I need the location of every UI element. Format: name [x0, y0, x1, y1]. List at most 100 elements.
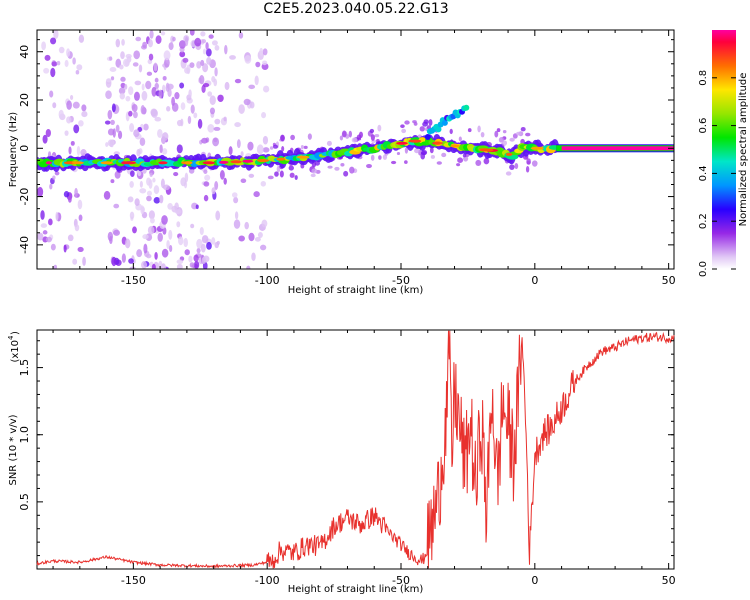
noise-speckle	[238, 32, 244, 39]
noise-speckle	[246, 265, 251, 269]
noise-speckle	[121, 38, 125, 46]
noise-speckle	[78, 34, 85, 43]
noise-speckle	[203, 194, 209, 202]
noise-speckle	[141, 83, 145, 91]
colorbar-label: Normalized spectral amplitude	[738, 73, 749, 227]
noise-speckle	[168, 229, 173, 240]
noise-speckle	[76, 145, 81, 156]
noise-speckle	[141, 261, 148, 269]
noise-speckle	[129, 266, 136, 269]
noise-speckle	[174, 209, 182, 215]
noise-speckle	[370, 134, 375, 141]
noise-speckle	[157, 232, 163, 242]
noise-speckle	[115, 38, 121, 48]
y-tick-label: -20	[18, 188, 31, 206]
colorbar	[712, 30, 736, 270]
y-tick-label: 0	[18, 145, 31, 152]
noise-speckle	[233, 196, 239, 204]
noise-speckle	[135, 36, 142, 42]
noise-speckle	[146, 195, 152, 202]
x-tick-label: -150	[121, 574, 146, 587]
ridge-peak	[71, 161, 84, 165]
noise-speckle	[160, 31, 166, 36]
noise-speckle	[128, 110, 133, 117]
noise-speckle	[396, 151, 401, 156]
noise-speckle	[288, 165, 294, 171]
noise-speckle	[234, 211, 239, 220]
noise-speckle	[147, 225, 155, 235]
noise-speckle	[401, 128, 407, 134]
spectrogram-panel	[36, 29, 675, 270]
noise-speckle	[180, 118, 184, 127]
noise-speckle	[143, 123, 149, 131]
noise-speckle	[50, 243, 56, 251]
noise-speckle	[55, 211, 59, 221]
ridge-peak	[413, 139, 420, 143]
noise-speckle	[150, 109, 158, 118]
noise-speckle	[171, 96, 175, 106]
branch-blob	[463, 104, 470, 111]
noise-speckle	[236, 139, 241, 149]
noise-speckle	[78, 120, 84, 127]
noise-speckle	[52, 175, 56, 180]
noise-speckle	[124, 83, 128, 90]
noise-speckle	[260, 244, 267, 251]
noise-speckle	[133, 129, 140, 138]
noise-speckle	[109, 56, 113, 61]
noise-speckle	[120, 51, 125, 60]
noise-speckle	[307, 133, 312, 140]
noise-speckle	[69, 95, 74, 100]
noise-speckle	[374, 133, 380, 138]
noise-speckle	[209, 107, 216, 115]
noise-speckle	[129, 180, 134, 188]
noise-speckle	[68, 146, 72, 155]
noise-speckle	[339, 135, 344, 141]
noise-speckle	[52, 102, 57, 109]
noise-speckle	[176, 221, 181, 228]
noise-speckle	[369, 128, 375, 134]
x-tick-label: -100	[255, 574, 280, 587]
noise-speckle	[207, 123, 215, 133]
noise-speckle	[139, 137, 146, 146]
noise-speckle	[132, 226, 137, 234]
noise-speckle	[49, 183, 53, 190]
noise-speckle	[217, 94, 224, 102]
noise-speckle	[50, 37, 57, 45]
noise-speckle	[77, 199, 83, 210]
noise-speckle	[148, 179, 153, 189]
flat-band-core	[561, 146, 674, 151]
noise-speckle	[247, 141, 254, 151]
noise-speckle	[110, 76, 115, 81]
noise-speckle	[48, 218, 53, 226]
noise-speckle	[190, 104, 195, 114]
noise-speckle	[139, 180, 143, 188]
noise-speckle	[281, 146, 285, 152]
noise-speckle	[130, 170, 135, 177]
noise-speckle	[197, 118, 203, 129]
noise-speckle	[105, 90, 112, 100]
noise-speckle	[514, 162, 519, 170]
noise-speckle	[145, 80, 152, 90]
ridge-peak	[242, 159, 254, 163]
noise-speckle	[37, 186, 44, 197]
noise-speckle	[202, 48, 207, 55]
noise-speckle	[150, 217, 155, 224]
noise-speckle	[502, 140, 507, 146]
noise-speckle	[167, 203, 173, 210]
noise-speckle	[178, 236, 184, 246]
noise-speckle	[206, 241, 212, 250]
ridge-peak	[122, 161, 137, 165]
noise-speckle	[179, 51, 186, 58]
noise-speckle	[243, 98, 251, 106]
noise-speckle	[267, 175, 274, 180]
noise-speckle	[234, 78, 242, 84]
noise-speckle	[215, 210, 221, 221]
y-tick-label: 1.5	[18, 359, 31, 377]
noise-speckle	[67, 195, 72, 203]
noise-speckle	[211, 187, 216, 195]
noise-speckle	[207, 91, 213, 97]
noise-speckle	[133, 50, 141, 60]
noise-speckle	[82, 256, 86, 267]
noise-speckle	[326, 140, 332, 146]
noise-speckle	[63, 191, 70, 198]
